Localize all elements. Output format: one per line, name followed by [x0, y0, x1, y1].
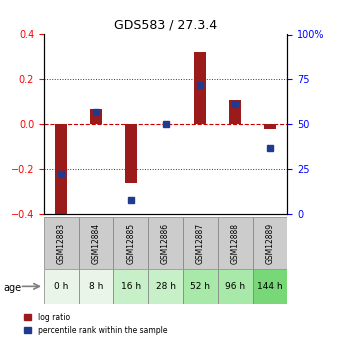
FancyBboxPatch shape [114, 269, 148, 304]
FancyBboxPatch shape [218, 217, 252, 269]
FancyBboxPatch shape [44, 269, 79, 304]
FancyBboxPatch shape [148, 217, 183, 269]
Title: GDS583 / 27.3.4: GDS583 / 27.3.4 [114, 19, 217, 32]
Text: GSM12884: GSM12884 [92, 223, 101, 264]
Text: 0 h: 0 h [54, 282, 69, 291]
Bar [194, 52, 207, 124]
Text: 96 h: 96 h [225, 282, 245, 291]
Text: 8 h: 8 h [89, 282, 103, 291]
FancyBboxPatch shape [79, 217, 114, 269]
FancyBboxPatch shape [114, 217, 148, 269]
Bar [229, 99, 241, 124]
FancyBboxPatch shape [252, 217, 287, 269]
Legend: log ratio, percentile rank within the sample: log ratio, percentile rank within the sa… [21, 310, 170, 338]
Text: GSM12885: GSM12885 [126, 223, 135, 264]
Text: GSM12887: GSM12887 [196, 223, 205, 264]
Text: GSM12888: GSM12888 [231, 223, 240, 264]
Bar [55, 124, 67, 218]
Bar [125, 124, 137, 183]
FancyBboxPatch shape [148, 269, 183, 304]
Text: GSM12889: GSM12889 [265, 223, 274, 264]
Text: 52 h: 52 h [190, 282, 210, 291]
FancyBboxPatch shape [79, 269, 114, 304]
FancyBboxPatch shape [183, 269, 218, 304]
FancyBboxPatch shape [44, 217, 79, 269]
Bar [264, 124, 276, 129]
Text: 28 h: 28 h [155, 282, 176, 291]
Text: 16 h: 16 h [121, 282, 141, 291]
Bar [90, 108, 102, 124]
Text: GSM12883: GSM12883 [57, 223, 66, 264]
Text: age: age [3, 283, 22, 293]
Text: GSM12886: GSM12886 [161, 223, 170, 264]
FancyBboxPatch shape [252, 269, 287, 304]
FancyBboxPatch shape [218, 269, 252, 304]
Text: 144 h: 144 h [257, 282, 283, 291]
FancyBboxPatch shape [183, 217, 218, 269]
